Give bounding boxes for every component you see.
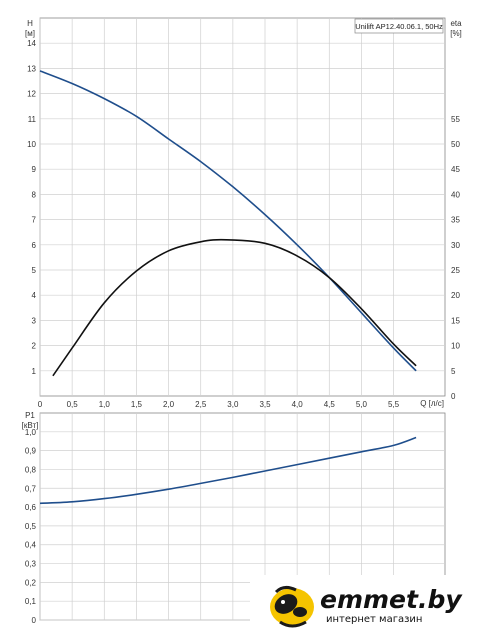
head-curve (39, 70, 417, 372)
efficiency-tick-label: 0 (451, 392, 456, 401)
flow-tick-label: 3,0 (227, 400, 239, 409)
efficiency-tick-label: 20 (451, 291, 460, 300)
power-tick-label: 0,9 (25, 447, 37, 456)
top-plot-frame (39, 17, 446, 397)
head-tick-label: 5 (32, 266, 37, 275)
efficiency-tick-label: 30 (451, 241, 460, 250)
efficiency-tick-label: 5 (451, 367, 456, 376)
flow-tick-label: 2,5 (195, 400, 207, 409)
efficiency-tick-label: 55 (451, 115, 460, 124)
head-tick-label: 10 (27, 140, 36, 149)
flow-tick-label: 2,0 (163, 400, 175, 409)
power-tick-label: 0,7 (25, 484, 37, 493)
bee-logo-icon (270, 585, 314, 628)
brand-subtitle: интернет магазин (326, 614, 422, 625)
power-curve (39, 436, 417, 505)
power-tick-label: 0,2 (25, 578, 37, 587)
power-tick-label: 0,1 (25, 597, 37, 606)
power-tick-label: 0,6 (25, 503, 37, 512)
efficiency-axis-unit: [%] (450, 29, 462, 38)
bottom-series (39, 436, 417, 505)
head-tick-label: 7 (32, 216, 37, 225)
power-axis-ticks: 0 0,1 0,2 0,3 0,4 0,5 0,6 0,7 0,8 0,9 1,0 (25, 428, 37, 625)
flow-axis-label: Q [л/с] (420, 399, 444, 408)
head-tick-label: 8 (32, 190, 37, 199)
flow-tick-label: 4,5 (324, 400, 336, 409)
head-tick-label: 14 (27, 39, 36, 48)
efficiency-tick-label: 15 (451, 316, 460, 325)
flow-tick-label: 0,5 (67, 400, 79, 409)
head-tick-label: 6 (32, 241, 37, 250)
power-tick-label: 0,3 (25, 560, 37, 569)
legend-box: Unilift AP12.40.06.1, 50Hz (354, 18, 444, 34)
power-tick-label: 0 (32, 616, 37, 625)
head-tick-label: 3 (32, 316, 37, 325)
efficiency-tick-label: 10 (451, 342, 460, 351)
flow-tick-label: 4,0 (292, 400, 304, 409)
power-panel: 0 0,1 0,2 0,3 0,4 0,5 0,6 0,7 0,8 0,9 1,0 P1 [кВт] (22, 411, 446, 625)
efficiency-tick-label: 25 (451, 266, 460, 275)
power-tick-label: 0,4 (25, 541, 37, 550)
top-grid (39, 18, 445, 396)
head-tick-label: 12 (27, 90, 36, 99)
flow-tick-label: 5,5 (388, 400, 400, 409)
top-x-ticks: 0 0,5 1,0 1,5 2,0 2,5 3,0 3,5 4,0 4,5 5,0 5,5 (38, 400, 400, 409)
flow-tick-label: 1,0 (99, 400, 111, 409)
head-tick-label: 13 (27, 64, 36, 73)
head-tick-label: 2 (32, 342, 37, 351)
head-tick-label: 1 (32, 367, 37, 376)
efficiency-axis-label: eta (450, 19, 462, 28)
head-tick-label: 9 (32, 165, 37, 174)
flow-tick-label: 0 (38, 400, 43, 409)
head-tick-label: 4 (32, 291, 37, 300)
flow-tick-label: 3,5 (259, 400, 271, 409)
power-axis-label: P1 (25, 411, 35, 420)
legend-frame (354, 18, 444, 34)
flow-tick-label: 1,5 (131, 400, 143, 409)
top-series (39, 70, 417, 377)
emmet-watermark: emmet.by интернет магазин (250, 575, 480, 640)
efficiency-tick-label: 35 (451, 216, 460, 225)
flow-tick-label: 5,0 (356, 400, 368, 409)
legend-entry: Unilift AP12.40.06.1, 50Hz (355, 22, 443, 31)
head-efficiency-panel: 0 0,5 1,0 1,5 2,0 2,5 3,0 3,5 4,0 4,5 5,0 5,5 12345… (25, 17, 462, 409)
efficiency-axis-ticks: 0 5 10 15 20 25 30 35 40 45 50 55 (451, 115, 460, 401)
head-axis-unit: [м] (25, 29, 35, 38)
power-tick-label: 0,5 (25, 522, 37, 531)
efficiency-tick-label: 45 (451, 165, 460, 174)
efficiency-curve (52, 238, 417, 377)
power-tick-label: 0,8 (25, 465, 37, 474)
bottom-grid (39, 413, 445, 621)
brand-name: emmet.by (320, 585, 463, 614)
efficiency-tick-label: 40 (451, 190, 460, 199)
efficiency-tick-label: 50 (451, 140, 460, 149)
power-axis-unit: [кВт] (22, 421, 39, 430)
power-tick-label: 1,0 (25, 428, 37, 437)
head-axis-label: H (27, 19, 33, 28)
head-tick-label: 11 (28, 115, 37, 124)
